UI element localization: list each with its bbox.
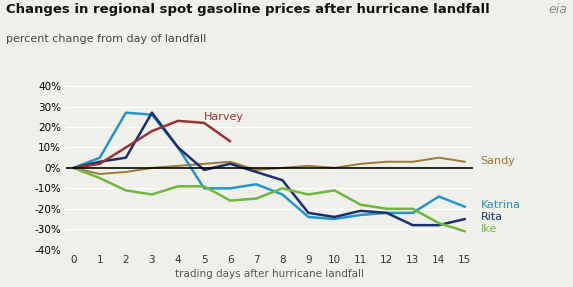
X-axis label: trading days after hurricane landfall: trading days after hurricane landfall: [175, 269, 364, 279]
Text: percent change from day of landfall: percent change from day of landfall: [6, 34, 206, 44]
Text: Rita: Rita: [481, 212, 503, 222]
Text: Changes in regional spot gasoline prices after hurricane landfall: Changes in regional spot gasoline prices…: [6, 3, 489, 16]
Text: Katrina: Katrina: [481, 200, 520, 210]
Text: eia: eia: [548, 3, 567, 16]
Text: Sandy: Sandy: [481, 156, 516, 166]
Text: Harvey: Harvey: [204, 112, 244, 122]
Text: Ike: Ike: [481, 224, 497, 234]
